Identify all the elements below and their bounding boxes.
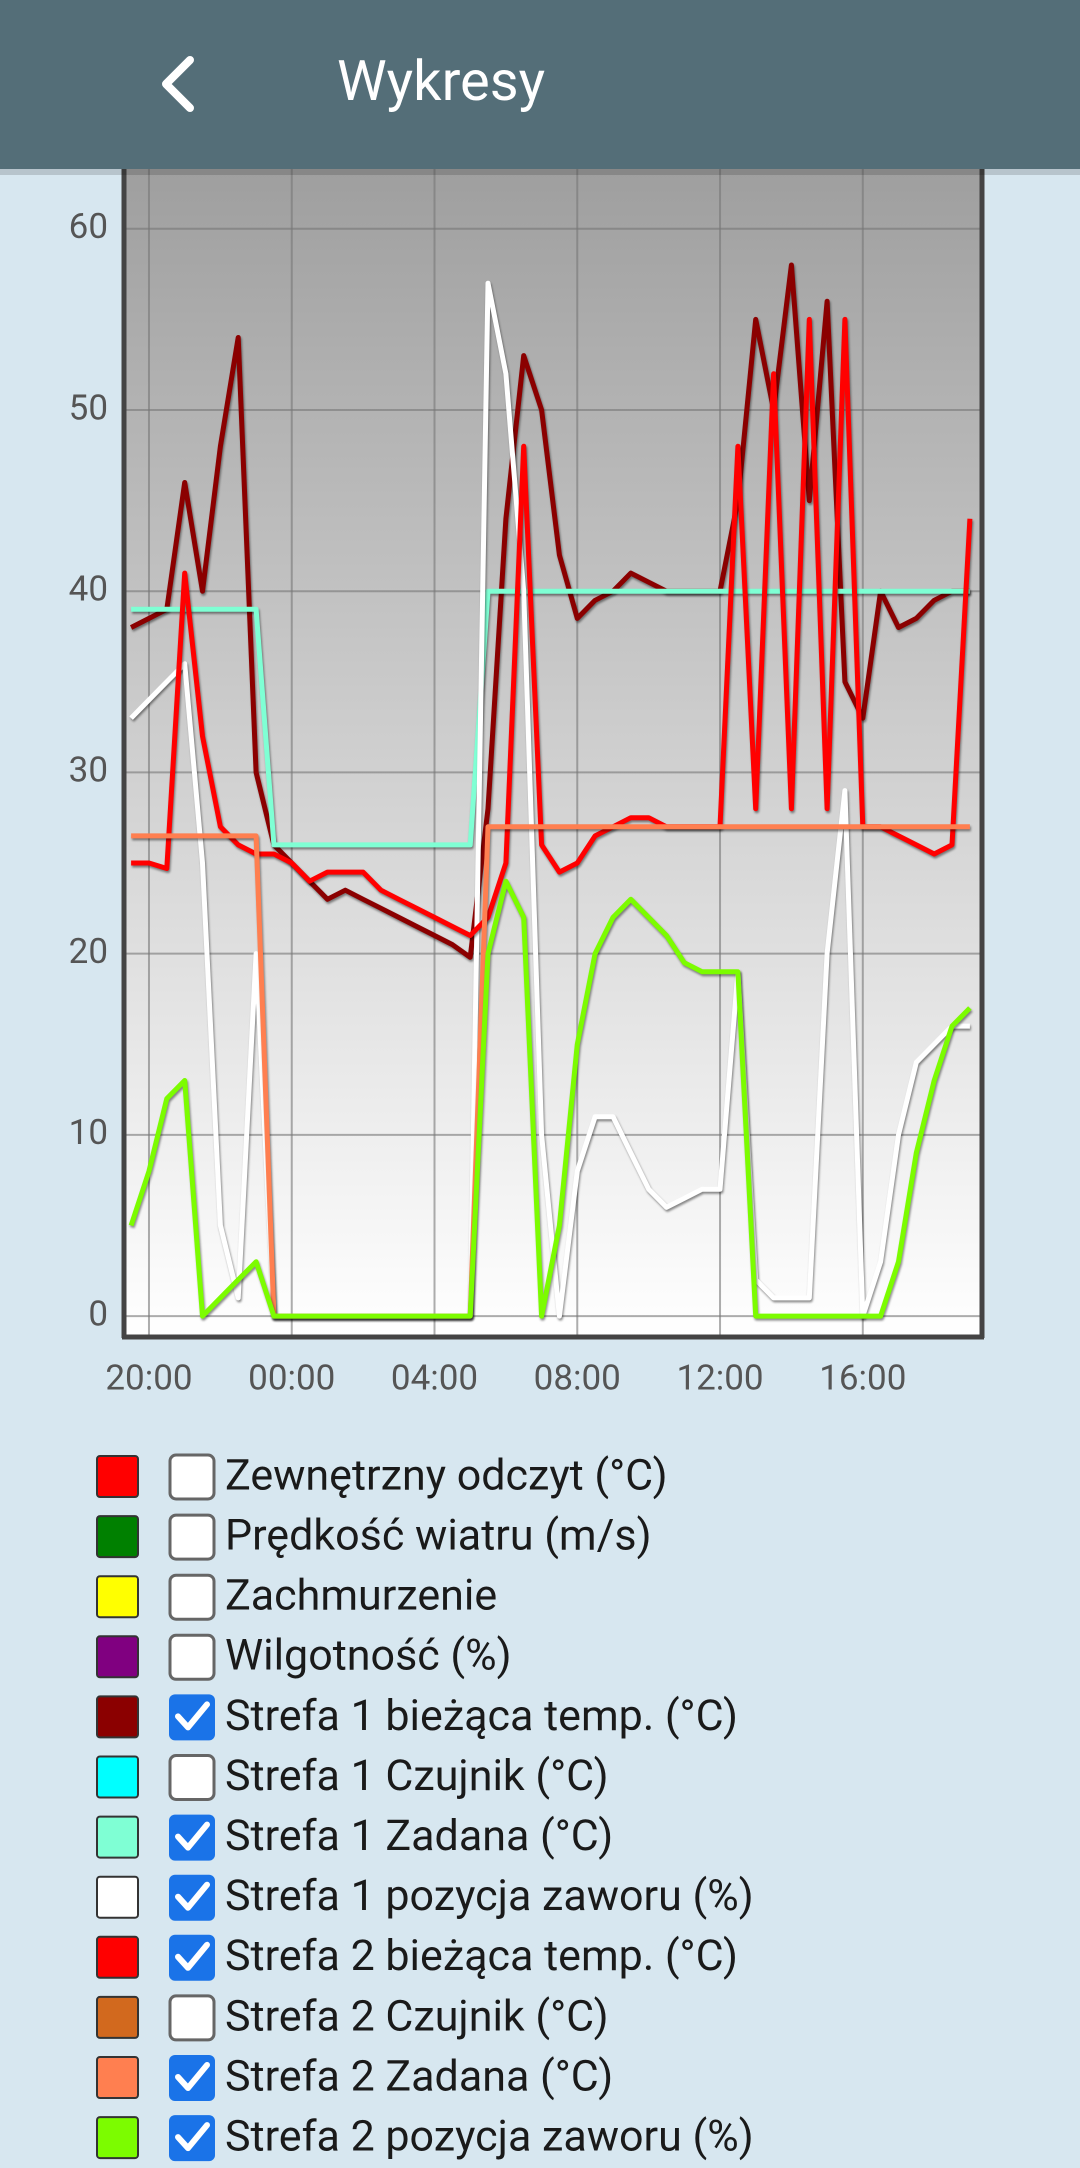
legend-label: Strefa 1 Zadana (°C)	[225, 1811, 613, 1861]
app-bar-bg	[0, 0, 1080, 169]
y-tick-label: 10	[69, 1112, 108, 1153]
legend-swatch	[96, 1575, 139, 1619]
legend-item[interactable]: Strefa 1 pozycja zaworu (%)	[96, 1871, 754, 1921]
series-line	[131, 824, 970, 1319]
legend-label: Strefa 1 Czujnik (°C)	[225, 1751, 609, 1801]
legend-label: Strefa 2 Zadana (°C)	[225, 2051, 613, 2101]
app-bar: Wykresy	[0, 0, 1080, 175]
x-tick-label: 00:00	[248, 1357, 335, 1398]
y-tick-label: 0	[88, 1293, 108, 1334]
legend-item[interactable]: Strefa 2 Zadana (°C)	[96, 2051, 613, 2101]
legend-item[interactable]: Strefa 1 Czujnik (°C)	[96, 1751, 609, 1801]
legend-item[interactable]: Zachmurzenie	[96, 1571, 497, 1621]
series-line	[128, 878, 972, 1319]
y-tick-label: 20	[69, 931, 108, 972]
checkbox-unchecked[interactable]	[168, 1513, 216, 1561]
checkbox-unchecked[interactable]	[168, 1573, 216, 1621]
legend-label: Strefa 2 Czujnik (°C)	[225, 1991, 609, 2041]
legend-swatch	[96, 1695, 139, 1739]
legend-label: Strefa 2 bieżąca temp. (°C)	[225, 1931, 738, 1981]
y-tick-label: 50	[69, 387, 108, 428]
legend-swatch	[96, 1455, 139, 1498]
checkmark	[175, 1701, 210, 1731]
legend-label: Zewnętrzny odczyt (°C)	[225, 1450, 668, 1500]
legend-swatch	[96, 1635, 139, 1679]
legend-swatch	[96, 2056, 139, 2099]
lines	[128, 262, 973, 1319]
y-tick-label: 40	[69, 568, 108, 609]
legend-swatch	[96, 1995, 139, 2039]
checkmark	[175, 1941, 210, 1971]
checkmark	[175, 2062, 210, 2091]
legend-swatch	[96, 2116, 139, 2160]
checkbox-unchecked[interactable]	[168, 1754, 216, 1801]
legend-swatch	[96, 1875, 139, 1919]
tick-labels: 0 10 20 30 40 50 60 20:00 00:00 04:00 08:00 12:00 16…	[69, 206, 907, 1398]
series-line	[131, 316, 973, 938]
legend-item[interactable]: Strefa 2 pozycja zaworu (%)	[96, 2111, 754, 2161]
legend-swatch	[96, 1815, 139, 1859]
legend-label: Zachmurzenie	[225, 1571, 497, 1621]
plot-frame	[121, 160, 985, 1340]
legend-item[interactable]: Strefa 2 Czujnik (°C)	[96, 1991, 609, 2042]
legend-label: Wilgotność (%)	[225, 1631, 512, 1681]
legend-item[interactable]: Strefa 2 bieżąca temp. (°C)	[96, 1931, 738, 1981]
x-tick-label: 04:00	[391, 1357, 478, 1398]
x-tick-label: 20:00	[105, 1357, 192, 1398]
checkbox-unchecked[interactable]	[168, 1453, 216, 1501]
legend: Zewnętrzny odczyt (°C) Prędkość wiatru (m…	[96, 1450, 754, 2161]
legend-label: Strefa 2 pozycja zaworu (%)	[225, 2111, 754, 2161]
checkmark	[175, 2122, 210, 2152]
legend-label: Strefa 1 bieżąca temp. (°C)	[225, 1691, 738, 1741]
app-bar-shadow	[0, 169, 1080, 175]
back-button[interactable]	[162, 56, 194, 112]
checkbox-unchecked[interactable]	[168, 1994, 216, 2042]
x-tick-label: 08:00	[534, 1357, 621, 1398]
legend-item[interactable]: Prędkość wiatru (m/s)	[96, 1510, 652, 1561]
legend-swatch	[96, 1515, 139, 1559]
series-line	[131, 588, 970, 848]
x-tick-label: 16:00	[819, 1357, 906, 1398]
legend-item[interactable]: Strefa 1 Zadana (°C)	[96, 1811, 613, 1861]
legend-label: Prędkość wiatru (m/s)	[225, 1510, 652, 1560]
legend-swatch	[96, 1755, 139, 1799]
legend-item[interactable]: Wilgotność (%)	[96, 1631, 512, 1681]
legend-swatch	[96, 1935, 139, 1979]
legend-item[interactable]: Strefa 1 bieżąca temp. (°C)	[96, 1691, 738, 1741]
legend-item[interactable]: Zewnętrzny odczyt (°C)	[96, 1450, 668, 1501]
y-tick-label: 30	[69, 750, 108, 791]
screen-title: Wykresy	[337, 48, 545, 114]
checkmark	[175, 1821, 210, 1851]
y-tick-label: 60	[69, 206, 108, 247]
checkbox-unchecked[interactable]	[168, 1633, 216, 1681]
x-tick-label: 12:00	[676, 1357, 763, 1398]
legend-label: Strefa 1 pozycja zaworu (%)	[225, 1871, 754, 1921]
grid	[124, 160, 982, 1336]
checkmark	[175, 1881, 210, 1911]
